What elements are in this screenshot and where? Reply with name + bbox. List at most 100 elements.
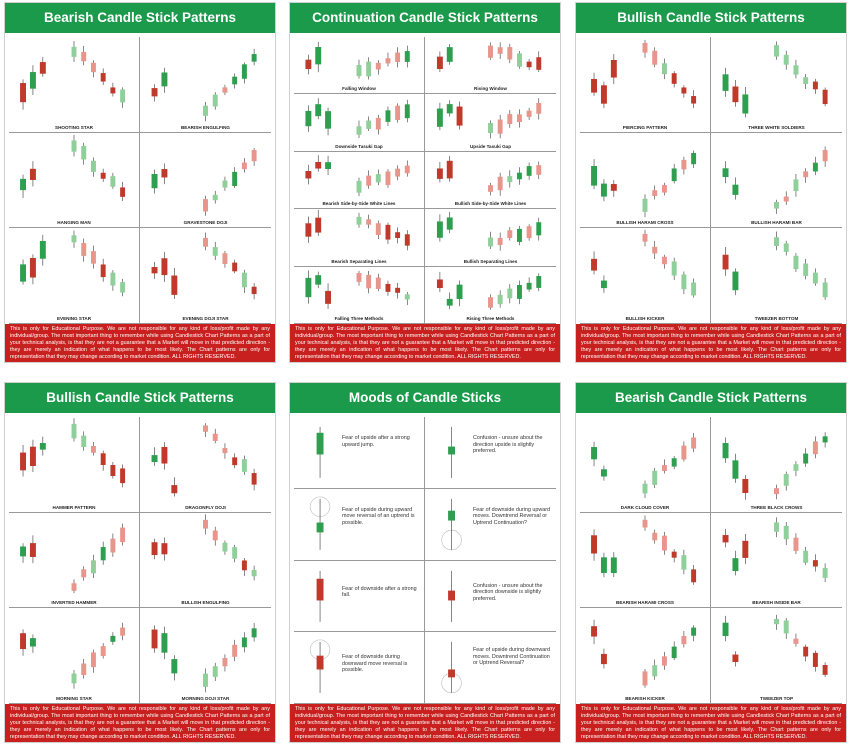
candle bbox=[691, 90, 697, 109]
candle-chart bbox=[448, 426, 456, 478]
candle bbox=[681, 441, 687, 462]
candle bbox=[251, 623, 257, 642]
candle-chart bbox=[316, 426, 324, 478]
candle bbox=[691, 150, 697, 168]
candle bbox=[90, 157, 96, 177]
pattern-cell: BEARISH KICKER bbox=[580, 608, 711, 704]
candle bbox=[90, 649, 96, 674]
candle bbox=[774, 231, 779, 251]
candle bbox=[436, 271, 443, 292]
pattern-label: BULLISH KICKER bbox=[625, 315, 665, 321]
pattern-cell: BEARISH ENGULFING bbox=[140, 37, 271, 133]
candle-chart bbox=[305, 41, 410, 80]
candle-chart bbox=[151, 513, 257, 581]
candle bbox=[526, 162, 532, 180]
poster-title: Moods of Candle Sticks bbox=[290, 383, 560, 413]
pattern-cell: THREE WHITE SOLDIERS bbox=[711, 37, 842, 133]
candle bbox=[39, 436, 46, 456]
candle bbox=[222, 443, 228, 459]
candle bbox=[661, 459, 667, 474]
candle bbox=[315, 41, 322, 73]
candle bbox=[404, 230, 410, 251]
candle bbox=[325, 155, 331, 175]
pattern-grid: SHOOTING STAR BEARISH ENGULFING HANGING … bbox=[9, 37, 271, 324]
candle bbox=[395, 282, 401, 299]
candle bbox=[517, 50, 522, 69]
candle bbox=[29, 65, 36, 96]
candle bbox=[161, 163, 168, 184]
mood-cell: Confusion - unsure about the direction u… bbox=[425, 417, 556, 489]
candle bbox=[39, 235, 46, 266]
candle-chart bbox=[591, 432, 697, 499]
pattern-cell: THREE BLACK CROWS bbox=[711, 417, 842, 513]
candle bbox=[661, 182, 667, 196]
pattern-cell: BEARISH HARAMI CROSS bbox=[580, 512, 711, 609]
candle bbox=[732, 80, 739, 107]
pattern-label: Rising Three Methods bbox=[466, 316, 515, 321]
candle bbox=[356, 59, 362, 79]
candle bbox=[436, 51, 443, 73]
candle bbox=[591, 72, 598, 96]
candle bbox=[212, 92, 218, 110]
candle bbox=[385, 168, 391, 188]
candle bbox=[652, 47, 658, 68]
candle bbox=[356, 177, 362, 196]
candle bbox=[600, 275, 607, 294]
candle-chart bbox=[722, 231, 828, 301]
mood-cell: Fear of downside after a strong fall. bbox=[294, 560, 425, 633]
candle bbox=[20, 445, 27, 477]
pattern-grid: HAMMER PATTERN DRAGONFLY DOJI INVERTED H… bbox=[9, 417, 271, 704]
candle-chart bbox=[151, 48, 257, 122]
candle bbox=[600, 465, 607, 481]
candle bbox=[812, 78, 818, 94]
candle bbox=[803, 73, 809, 89]
pattern-cell: Bullish Separating Lines bbox=[425, 209, 556, 267]
candle bbox=[448, 426, 456, 478]
candle bbox=[456, 101, 463, 130]
pattern-cell: BEARISH INSIDE BAR bbox=[711, 513, 842, 609]
candle bbox=[161, 252, 168, 283]
candle bbox=[375, 60, 381, 75]
candle bbox=[793, 633, 799, 647]
candle bbox=[71, 41, 77, 62]
pattern-grid: DARK CLOUD COVER THREE BLACK CROWS BEARI… bbox=[580, 417, 842, 704]
candle-chart bbox=[20, 230, 126, 297]
pattern-label: EVENING STAR bbox=[56, 315, 92, 321]
candle bbox=[642, 669, 648, 689]
candle bbox=[497, 232, 503, 251]
candle bbox=[803, 644, 809, 662]
candle bbox=[151, 84, 158, 102]
candle-chart bbox=[305, 154, 410, 196]
candle bbox=[151, 262, 158, 280]
mood-cell: Fear of upside during downward moves. Do… bbox=[425, 632, 556, 704]
candle-chart bbox=[151, 232, 257, 300]
candle bbox=[526, 277, 532, 292]
candle bbox=[488, 293, 493, 310]
pattern-label: THREE WHITE SOLDIERS bbox=[748, 124, 805, 130]
pattern-label: BEARISH HARAMI CROSS bbox=[616, 600, 674, 606]
candle bbox=[29, 439, 36, 473]
candle-chart bbox=[309, 496, 331, 550]
candle bbox=[446, 44, 453, 65]
candle bbox=[722, 160, 729, 183]
candle bbox=[536, 272, 542, 291]
candle-chart bbox=[436, 212, 542, 251]
candle bbox=[812, 436, 818, 459]
candle bbox=[20, 542, 27, 563]
pattern-label: Bearish Side-by-Side White Lines bbox=[322, 201, 396, 207]
pattern-cell: BULLISH HARAMI CROSS bbox=[580, 132, 711, 229]
candle bbox=[120, 87, 126, 108]
candle bbox=[20, 79, 27, 110]
candle-chart bbox=[591, 230, 697, 298]
candle bbox=[81, 659, 87, 679]
candle bbox=[29, 634, 36, 654]
candle bbox=[316, 570, 324, 622]
candle bbox=[316, 426, 324, 478]
pattern-label: BULLISH HARAMI CROSS bbox=[616, 220, 674, 226]
candle bbox=[642, 480, 648, 499]
candle bbox=[356, 120, 362, 139]
candle bbox=[436, 161, 443, 183]
candle bbox=[488, 120, 493, 139]
candle bbox=[803, 167, 809, 183]
candle bbox=[742, 87, 749, 118]
